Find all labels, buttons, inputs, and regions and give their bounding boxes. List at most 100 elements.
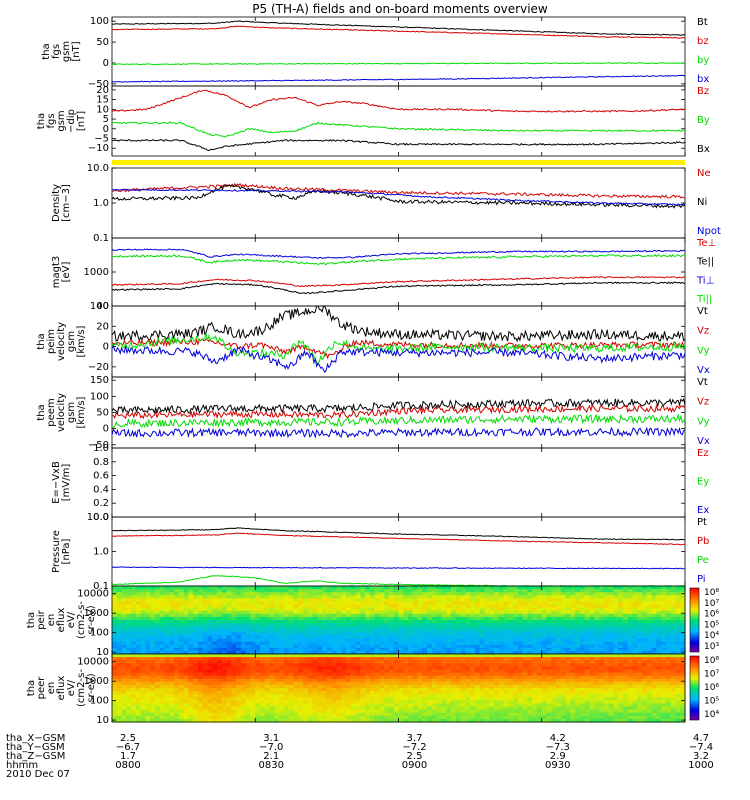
legend-label: Vy (697, 345, 710, 356)
colorbar-tick-label: 10⁶ (704, 610, 719, 620)
ylabel-line: (cm2-s- (76, 669, 87, 707)
ytick-label: −10 (88, 143, 109, 154)
xaxis-tick-label: 4.2 (550, 733, 566, 744)
ytick-label: 150 (90, 375, 109, 386)
ytick-label: −20 (88, 362, 109, 373)
series-line-Vx (111, 344, 686, 374)
xaxis-row-label: tha_X−GSM (6, 733, 65, 744)
legend-label: Vt (697, 306, 708, 317)
xaxis-tick-label: 2.5 (407, 751, 423, 762)
xaxis-tick-label: 0900 (402, 760, 427, 771)
spectrogram-peir_eflux (112, 586, 686, 655)
ytick-label: 0 (103, 58, 109, 69)
ylabel-line: tha (36, 404, 47, 420)
quality-flag-bar (112, 160, 685, 165)
panel-fgs_gsm: 100 50 0 −50 tha fgs gsm [nT] Bt bz by bx (41, 16, 709, 90)
ytick-label: 100 (90, 391, 109, 402)
ylabel-line: eV/ (66, 679, 77, 696)
ytick-label: 1000 (84, 676, 109, 687)
ytick-label: 100 (90, 301, 109, 312)
legend-label: Vz (697, 397, 709, 408)
ylabel-line: eflux (56, 676, 67, 701)
xaxis-tick-label: 3.7 (407, 733, 423, 744)
colorbar-tick-label: 10⁷ (704, 670, 719, 680)
panel-efield: 1.0 0.8 0.6 0.4 0.2 0.0 E=−VxB [mV/m] Ez Ey Ex (51, 443, 709, 523)
ytick-label: 20 (96, 321, 109, 332)
legend-label: Ti|| (696, 294, 712, 305)
legend-label: Pe (697, 555, 709, 566)
legend-label: Bt (697, 17, 708, 28)
series-line-Ne (111, 182, 686, 199)
series-line-Pi (111, 566, 686, 570)
ylabel-line: peer (36, 676, 47, 700)
series-line-Vt (111, 305, 686, 343)
ylabel-line: peir (36, 609, 47, 629)
ytick-label: −50 (88, 79, 109, 90)
colorbar-tick-label: 10⁴ (704, 710, 719, 720)
xaxis-tick-label: 3.1 (263, 733, 279, 744)
ylabel-line: [km/s] (76, 396, 87, 428)
xaxis-tick-label: 2.9 (550, 751, 566, 762)
xaxis-tick-label: 2.1 (263, 751, 279, 762)
colorbar-tick-label: 10⁸ (704, 656, 719, 666)
ylabel-line: [km/s] (76, 325, 87, 357)
ytick-label: 1.0 (93, 547, 109, 558)
series-line-Pb (111, 532, 686, 546)
ytick-label: 0.0 (93, 512, 109, 523)
legend-label: Ni (697, 197, 707, 208)
ytick-label: 0.4 (93, 484, 109, 495)
ylabel-line: tha (36, 113, 47, 129)
ytick-label: 50 (96, 37, 109, 48)
ytick-label: 5 (103, 114, 109, 125)
ylabel-line: Density (51, 184, 62, 222)
legend-label: Pi (697, 574, 706, 585)
ylabel-line: tha (36, 333, 47, 349)
legend-label: Vx (697, 365, 710, 376)
ylabel-line: fgs (51, 44, 62, 59)
ytick-label: 1000 (84, 608, 109, 619)
ytick-label: 0.6 (93, 471, 109, 482)
legend-label: Ez (697, 448, 709, 459)
colorbar-peir_eflux (689, 587, 700, 653)
xaxis-tick-label: 1.7 (120, 751, 136, 762)
ylabel-line: eV/ (66, 611, 77, 628)
xaxis-tick-label: −7.2 (402, 742, 426, 753)
series-line-Te|| (111, 281, 686, 295)
ylabel-line: velocity (56, 393, 67, 432)
ytick-label: 0.1 (93, 581, 109, 592)
series-line-Bx (111, 139, 686, 152)
ylabel-line: en (46, 682, 57, 695)
series-line-Ti⊥ (111, 248, 686, 260)
series-line-Vy (111, 333, 686, 366)
ytick-label: 50 (96, 408, 109, 419)
series-line-Bz (111, 89, 686, 113)
xaxis-row-label: hhmm (6, 760, 38, 771)
xaxis-tick-label: 0930 (545, 760, 570, 771)
ytick-label: 0.2 (93, 498, 109, 509)
ylabel-line: tha (41, 43, 52, 59)
ytick-label: 0.1 (93, 233, 109, 244)
xaxis-tick-label: 4.7 (693, 733, 709, 744)
figure-title: P5 (TH-A) fields and on-board moments ov… (252, 2, 548, 16)
colorbar-tick-label: 10³ (704, 642, 719, 652)
legend-label: Vt (697, 377, 708, 388)
ytick-label: 15 (96, 95, 109, 106)
series-line-Te⊥ (111, 276, 686, 288)
panel-frame (111, 237, 686, 307)
ylabel-line: peem (46, 398, 57, 426)
ytick-label: 10 (96, 715, 109, 726)
legend-label: Vx (697, 436, 710, 447)
ylabel-line: [nPa] (61, 538, 72, 564)
series-line-By (111, 121, 686, 138)
legend-label: Bx (697, 144, 710, 155)
ylabel-line: tha (26, 680, 37, 696)
series-line-Bt (111, 20, 686, 36)
xaxis-tick-label: −6.7 (116, 742, 140, 753)
legend-label: Bz (697, 86, 709, 97)
panel-temperature: 1000 100 magt3 [eV] Te⊥ Te|| Ti⊥ Ti|| (51, 237, 716, 312)
series-line-Vx (111, 426, 686, 439)
colorbar-tick-label: 10⁶ (704, 683, 719, 693)
ytick-label: 10.0 (87, 512, 109, 523)
xaxis-row-label: tha_Z−GSM (6, 751, 65, 762)
